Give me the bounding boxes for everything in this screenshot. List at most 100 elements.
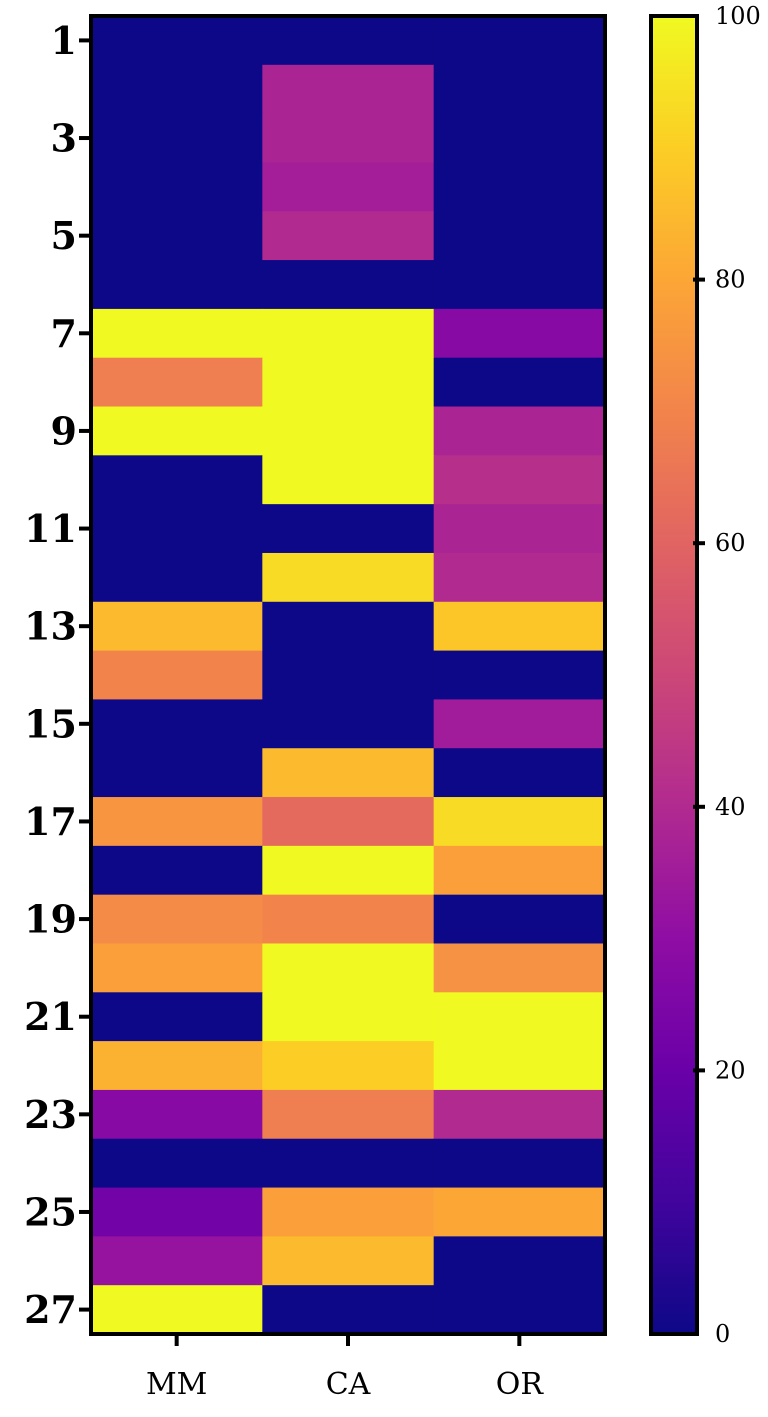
heatmap-cell-r14-mm: [91, 650, 263, 700]
y-tick-label: 21: [24, 994, 77, 1039]
heatmap-cell-r18-mm: [91, 845, 263, 896]
colorbar-tick-label: 80: [715, 266, 746, 294]
heatmap-cell-r18-or: [433, 845, 606, 896]
heatmap-cell-r19-mm: [91, 894, 263, 945]
heatmap-cell-r13-mm: [91, 601, 263, 652]
heatmap-cell-r27-or: [433, 1285, 606, 1335]
y-tick-label: 19: [24, 897, 77, 942]
heatmap-cell-r11-or: [433, 504, 606, 554]
heatmap-cell-r1-ca: [262, 16, 435, 66]
heatmap-cell-r6-mm: [91, 260, 263, 310]
heatmap-cell-r7-or: [433, 308, 606, 359]
heatmap-cell-r15-mm: [91, 699, 263, 749]
heatmap-cell-r11-mm: [91, 504, 263, 554]
heatmap-cell-r14-ca: [262, 650, 435, 700]
colorbar: 0 20 40 60 80 100: [649, 2, 761, 1348]
x-tick-label-or: OR: [496, 1367, 545, 1402]
heatmap-cell-r21-or: [433, 992, 606, 1042]
y-tick-label: 3: [51, 116, 77, 161]
heatmap-cell-r24-or: [433, 1138, 606, 1189]
heatmap-cell-r13-or: [433, 601, 606, 652]
y-tick-label: 25: [24, 1189, 77, 1234]
heatmap-cell-r9-ca: [262, 406, 435, 456]
heatmap-cell-r5-mm: [91, 211, 263, 261]
heatmap-cell-r12-ca: [262, 552, 435, 603]
x-tick-label-ca: CA: [326, 1367, 371, 1402]
y-tick-label: 17: [24, 799, 77, 844]
heatmap-cell-r23-or: [433, 1089, 606, 1140]
y-tick-label: 5: [51, 213, 77, 258]
heatmap-cell-r16-ca: [262, 748, 435, 798]
heatmap-cell-r24-mm: [91, 1138, 263, 1189]
y-tick-label: 13: [24, 604, 77, 649]
heatmap-cell-r5-ca: [262, 211, 435, 261]
heatmap-cell-r21-mm: [91, 992, 263, 1042]
heatmap-cell-r14-or: [433, 650, 606, 700]
colorbar-tick-label: 100: [715, 2, 761, 30]
y-tick-label: 15: [24, 701, 77, 746]
heatmap-cell-r17-or: [433, 797, 606, 847]
heatmap-cell-r3-or: [433, 113, 606, 164]
heatmap-cell-r4-mm: [91, 162, 263, 212]
y-tick-label: 7: [51, 311, 77, 356]
heatmap-cell-r6-ca: [262, 260, 435, 310]
colorbar-tick-label: 60: [715, 529, 746, 557]
heatmap-cell-r25-mm: [91, 1187, 263, 1237]
heatmap-cell-r6-or: [433, 260, 606, 310]
heatmap-cell-r25-ca: [262, 1187, 435, 1237]
heatmap-cell-r26-mm: [91, 1236, 263, 1286]
heatmap-cell-r19-or: [433, 894, 606, 945]
heatmap-cell-r27-ca: [262, 1285, 435, 1335]
colorbar-tick-label: 0: [715, 1320, 730, 1348]
heatmap-cell-r16-or: [433, 748, 606, 798]
heatmap-cell-r24-ca: [262, 1138, 435, 1189]
heatmap-cell-r10-ca: [262, 455, 435, 505]
heatmap-cell-r12-mm: [91, 552, 263, 603]
heatmap-cell-r11-ca: [262, 504, 435, 554]
heatmap-cells: [91, 16, 606, 1335]
heatmap-cell-r2-mm: [91, 64, 263, 115]
colorbar-gradient: [649, 14, 699, 1336]
heatmap-cell-r15-ca: [262, 699, 435, 749]
heatmap-cell-r10-or: [433, 455, 606, 505]
heatmap-cell-r13-ca: [262, 601, 435, 652]
heatmap-cell-r3-ca: [262, 113, 435, 164]
heatmap-cell-r4-or: [433, 162, 606, 212]
heatmap-cell-r26-ca: [262, 1236, 435, 1286]
heatmap-cell-r9-or: [433, 406, 606, 456]
heatmap-cell-r5-or: [433, 211, 606, 261]
heatmap-cell-r2-or: [433, 64, 606, 115]
y-tick-label: 11: [24, 506, 77, 551]
heatmap-cell-r10-mm: [91, 455, 263, 505]
heatmap-cell-r1-mm: [91, 16, 263, 66]
y-tick-label: 1: [51, 18, 77, 63]
heatmap-cell-r20-mm: [91, 943, 263, 993]
heatmap-cell-r25-or: [433, 1187, 606, 1237]
heatmap-cell-r9-mm: [91, 406, 263, 456]
heatmap-cell-r22-mm: [91, 1041, 263, 1091]
heatmap-cell-r21-ca: [262, 992, 435, 1042]
heatmap-cell-r23-ca: [262, 1089, 435, 1140]
heatmap-cell-r23-mm: [91, 1089, 263, 1140]
heatmap-cell-r18-ca: [262, 845, 435, 896]
heatmap-cell-r22-ca: [262, 1041, 435, 1091]
heatmap-cell-r7-mm: [91, 308, 263, 359]
heatmap-cell-r20-ca: [262, 943, 435, 993]
heatmap-cell-r27-mm: [91, 1285, 263, 1335]
y-tick-label: 23: [24, 1092, 77, 1137]
heatmap-cell-r19-ca: [262, 894, 435, 945]
heatmap-cell-r2-ca: [262, 64, 435, 115]
heatmap-cell-r3-mm: [91, 113, 263, 164]
heatmap-cell-r17-mm: [91, 797, 263, 847]
heatmap-cell-r12-or: [433, 552, 606, 603]
heatmap-cell-r1-or: [433, 16, 606, 66]
heatmap-cell-r7-ca: [262, 308, 435, 359]
y-tick-label: 27: [24, 1287, 77, 1332]
colorbar-tick-label: 20: [715, 1056, 746, 1084]
heatmap-cell-r8-ca: [262, 357, 435, 408]
heatmap-cell-r20-or: [433, 943, 606, 993]
heatmap-cell-r22-or: [433, 1041, 606, 1091]
